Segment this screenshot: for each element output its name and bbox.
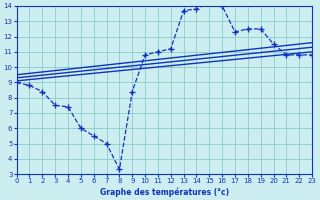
X-axis label: Graphe des températures (°c): Graphe des températures (°c) <box>100 187 229 197</box>
